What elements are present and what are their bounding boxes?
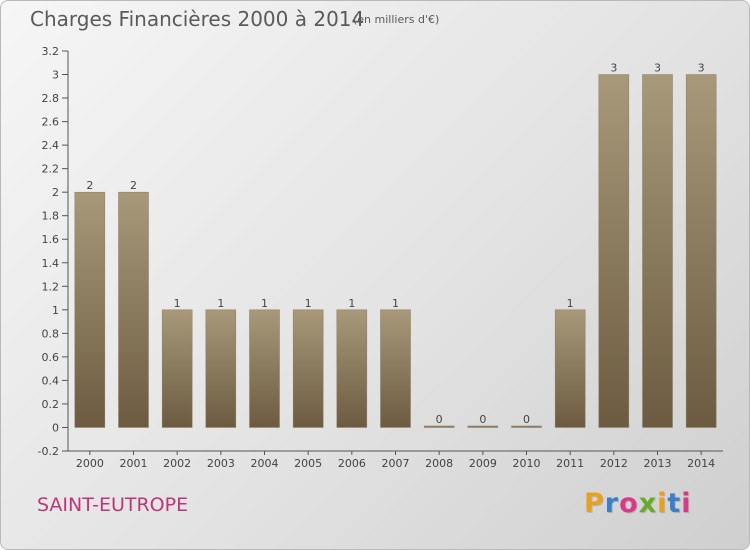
- data-label-2000: 2: [86, 179, 93, 192]
- y-tick-label: 1.8: [42, 210, 60, 223]
- data-label-2007: 1: [392, 297, 399, 310]
- data-label-2005: 1: [305, 297, 312, 310]
- chart-title: Charges Financières 2000 à 2014: [30, 7, 365, 31]
- x-tick-label-2013: 2013: [644, 457, 672, 470]
- x-tick-label-2008: 2008: [425, 457, 453, 470]
- y-tick-label: 0.8: [42, 327, 60, 340]
- bar-2003: [205, 309, 237, 428]
- data-label-2002: 1: [174, 297, 181, 310]
- y-tick-label: 1.6: [42, 233, 60, 246]
- x-tick-label-2009: 2009: [469, 457, 497, 470]
- data-label-2012: 3: [610, 62, 617, 75]
- bar-2005: [292, 309, 324, 428]
- x-tick-label-2007: 2007: [382, 457, 410, 470]
- y-tick-label: 1: [52, 304, 59, 317]
- y-tick-label: -0.2: [38, 445, 59, 458]
- x-tick-label-2005: 2005: [294, 457, 322, 470]
- data-label-2003: 1: [217, 297, 224, 310]
- y-tick-label: 1.4: [42, 257, 60, 270]
- y-tick-label: 3.2: [42, 45, 60, 58]
- bar-2006: [336, 309, 368, 428]
- bar-2001: [118, 191, 149, 428]
- bar-2004: [249, 309, 280, 428]
- y-tick-label: 0.6: [42, 351, 60, 364]
- bar-2007: [380, 309, 411, 428]
- y-tick-label: 2: [52, 186, 59, 199]
- data-label-2011: 1: [567, 297, 574, 310]
- x-tick-label-2000: 2000: [76, 457, 104, 470]
- bar-2010: [511, 425, 542, 428]
- bar-2002: [161, 309, 193, 428]
- y-tick-label: 1.2: [42, 280, 60, 293]
- x-tick-label-2011: 2011: [556, 457, 584, 470]
- x-tick-label-2001: 2001: [120, 457, 148, 470]
- y-tick-label: 2.6: [42, 116, 60, 129]
- x-tick-label-2004: 2004: [251, 457, 279, 470]
- x-tick-label-2014: 2014: [687, 457, 715, 470]
- bar-2013: [642, 74, 673, 428]
- proxiti-logo: Proxiti: [584, 488, 692, 519]
- y-tick-label: 0.2: [42, 398, 60, 411]
- chart-unit: (en milliers d'€): [353, 13, 440, 26]
- data-label-2001: 2: [130, 179, 137, 192]
- bar-2008: [423, 425, 455, 428]
- y-tick-label: 0: [52, 421, 59, 434]
- bar-2014: [685, 74, 717, 428]
- x-tick-label-2002: 2002: [163, 457, 191, 470]
- bar-2000: [74, 191, 106, 428]
- data-label-2014: 3: [698, 62, 705, 75]
- x-tick-label-2012: 2012: [600, 457, 628, 470]
- bar-2009: [467, 425, 499, 428]
- y-tick-label: 3: [52, 69, 59, 82]
- y-tick-label: 2.2: [42, 163, 60, 176]
- x-tick-label-2010: 2010: [513, 457, 541, 470]
- data-label-2013: 3: [654, 62, 661, 75]
- x-tick-label-2006: 2006: [338, 457, 366, 470]
- commune-name: SAINT-EUTROPE: [37, 494, 189, 516]
- x-tick-label-2003: 2003: [207, 457, 235, 470]
- y-tick-label: 0.4: [42, 374, 60, 387]
- data-label-2010: 0: [523, 413, 530, 426]
- bar-2012: [598, 74, 630, 428]
- data-label-2004: 1: [261, 297, 268, 310]
- bar-2011: [554, 309, 586, 428]
- y-tick-label: 2.4: [42, 139, 60, 152]
- data-label-2006: 1: [348, 297, 355, 310]
- data-label-2009: 0: [479, 413, 486, 426]
- y-tick-label: 2.8: [42, 92, 60, 105]
- data-label-2008: 0: [436, 413, 443, 426]
